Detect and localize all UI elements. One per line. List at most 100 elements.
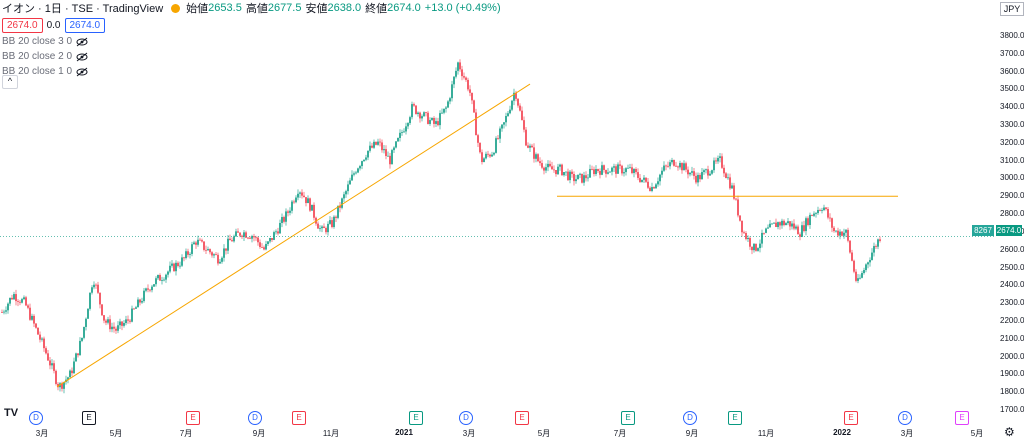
candle-body [727,177,729,179]
indicator-bb-2[interactable]: BB 20 close 2 0 [2,51,88,62]
candle-body [15,294,17,302]
candle-body [687,169,689,175]
candle-body [145,288,147,291]
candle-body [795,226,797,229]
high-label: 高値 [245,3,268,15]
candle-body [857,278,859,281]
candle-body [243,232,245,237]
candle-body [87,308,89,319]
candle-body [169,265,171,272]
eye-off-icon[interactable] [76,67,88,77]
earnings-event-icon[interactable]: E [515,411,529,425]
candle-body [677,166,679,168]
dividend-event-icon[interactable]: D [29,411,43,425]
candle-body [837,230,839,236]
gear-icon[interactable]: ⚙ [1004,425,1015,439]
earnings-event-icon[interactable]: E [844,411,858,425]
candle-body [135,307,137,309]
y-tick-label: 2100.0 [1000,333,1024,343]
earnings-event-icon[interactable]: E [186,411,200,425]
candle-body [513,92,515,101]
candle-body [279,222,281,234]
candle-body [71,370,73,374]
currency-selector[interactable]: JPY [1000,2,1024,16]
candle-body [745,233,747,240]
candle-body [97,284,99,293]
candle-body [297,193,299,198]
candle-body [759,243,761,249]
candle-body [445,107,447,109]
candle-body [151,286,153,291]
candle-body [123,323,125,326]
candle-body [665,165,667,167]
collapse-indicators-button[interactable]: ^ [2,75,18,89]
x-tick-label: 11月 [322,429,340,438]
eye-off-icon[interactable] [76,37,88,47]
candle-body [125,319,127,324]
candle-body [241,235,243,237]
candle-body [709,173,711,176]
candle-body [725,173,727,179]
candle-body [195,242,197,245]
x-tick-label: 5月 [109,429,123,438]
candle-body [425,112,427,114]
candle-body [477,135,479,143]
candle-body [129,320,131,322]
sell-price-button[interactable]: 2674.0 [2,18,43,33]
candle-body [441,112,443,114]
candle-body [865,264,867,271]
dividend-event-icon[interactable]: D [459,411,473,425]
candle-body [617,164,619,174]
trendline-support [56,83,531,388]
candle-body [371,145,373,148]
candle-body [761,232,763,244]
earnings-event-icon[interactable]: E [621,411,635,425]
candle-body [629,167,631,169]
indicator-bb-1[interactable]: BB 20 close 1 0 [2,66,88,77]
candle-body [637,172,639,178]
indicator-label: BB 20 close 2 0 [2,51,73,62]
dividend-event-icon[interactable]: D [898,411,912,425]
candle-body [561,164,563,176]
dividend-event-icon[interactable]: D [248,411,262,425]
candle-body [773,222,775,224]
candle-body [33,315,35,324]
candle-body [599,171,601,175]
symbol-title[interactable]: イオン · 1日 · TSE · TradingView [2,3,164,15]
indicator-bb-3[interactable]: BB 20 close 3 0 [2,36,88,47]
x-tick-label: 7月 [613,429,627,438]
candle-body [415,105,417,114]
buy-price-button[interactable]: 2674.0 [64,18,106,33]
dividend-event-icon[interactable]: D [683,411,697,425]
candle-body [343,194,345,199]
candle-body [615,166,617,174]
candle-body [255,237,257,239]
earnings-event-icon[interactable]: E [728,411,742,425]
candle-body [31,315,33,320]
y-tick-label: 3300.0 [1000,120,1024,130]
candle-body [563,172,565,176]
candle-body [575,179,577,182]
candle-body [669,162,671,167]
candle-body [863,270,865,274]
candle-body [321,226,323,229]
candle-body [191,244,193,254]
tradingview-logo-icon[interactable]: TV [4,407,19,419]
earnings-event-icon[interactable]: E [292,411,306,425]
candle-body [25,297,27,306]
eye-off-icon[interactable] [76,52,88,62]
candle-body [283,217,285,222]
candle-body [597,169,599,172]
candle-body [841,231,843,236]
candle-body [847,229,849,241]
earnings-event-icon[interactable]: E [409,411,423,425]
y-tick-label: 2300.0 [1000,298,1024,308]
candle-body [547,163,549,168]
market-status-icon [171,3,181,13]
earnings-event-icon[interactable]: E [955,411,969,425]
candle-body [317,223,319,229]
candle-body [299,192,301,194]
candle-body [729,177,731,189]
earnings-event-icon[interactable]: E [82,411,96,425]
